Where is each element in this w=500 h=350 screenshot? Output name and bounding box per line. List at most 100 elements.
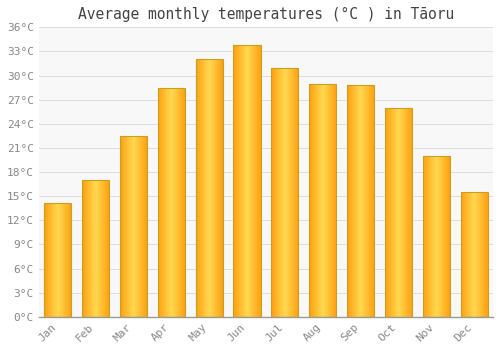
Bar: [439, 156, 440, 317]
Bar: [392, 108, 393, 317]
Bar: [85, 180, 86, 317]
Bar: [217, 60, 218, 317]
Bar: [173, 88, 174, 317]
Bar: [100, 180, 101, 317]
Bar: [66, 203, 67, 317]
Bar: [324, 84, 325, 317]
Bar: [426, 156, 427, 317]
Bar: [483, 192, 484, 317]
Bar: [328, 84, 330, 317]
Bar: [166, 88, 167, 317]
Bar: [198, 60, 199, 317]
Bar: [387, 108, 388, 317]
Bar: [469, 192, 470, 317]
Bar: [423, 156, 424, 317]
Bar: [58, 203, 59, 317]
Bar: [70, 203, 71, 317]
Bar: [474, 192, 475, 317]
Bar: [442, 156, 443, 317]
Bar: [236, 45, 237, 317]
Bar: [105, 180, 106, 317]
Bar: [327, 84, 328, 317]
Bar: [347, 85, 374, 317]
Bar: [477, 192, 478, 317]
Bar: [330, 84, 331, 317]
Bar: [121, 136, 122, 317]
Bar: [220, 60, 221, 317]
Bar: [60, 203, 61, 317]
Bar: [54, 203, 55, 317]
Bar: [165, 88, 166, 317]
Bar: [238, 45, 239, 317]
Bar: [386, 108, 387, 317]
Bar: [352, 85, 353, 317]
Bar: [57, 203, 58, 317]
Bar: [87, 180, 88, 317]
Bar: [409, 108, 410, 317]
Bar: [181, 88, 182, 317]
Bar: [49, 203, 50, 317]
Bar: [163, 88, 164, 317]
Bar: [101, 180, 102, 317]
Bar: [206, 60, 207, 317]
Bar: [393, 108, 394, 317]
Bar: [335, 84, 336, 317]
Bar: [285, 68, 286, 317]
Bar: [242, 45, 243, 317]
Bar: [486, 192, 487, 317]
Bar: [207, 60, 208, 317]
Bar: [130, 136, 132, 317]
Bar: [274, 68, 275, 317]
Bar: [83, 180, 84, 317]
Bar: [282, 68, 283, 317]
Bar: [196, 60, 223, 317]
Bar: [326, 84, 327, 317]
Bar: [172, 88, 173, 317]
Bar: [430, 156, 431, 317]
Bar: [59, 203, 60, 317]
Bar: [448, 156, 449, 317]
Bar: [67, 203, 68, 317]
Bar: [364, 85, 365, 317]
Bar: [257, 45, 258, 317]
Bar: [399, 108, 400, 317]
Bar: [62, 203, 63, 317]
Bar: [201, 60, 202, 317]
Bar: [135, 136, 136, 317]
Bar: [401, 108, 402, 317]
Bar: [314, 84, 315, 317]
Bar: [91, 180, 92, 317]
Bar: [164, 88, 165, 317]
Bar: [362, 85, 364, 317]
Bar: [271, 68, 298, 317]
Bar: [441, 156, 442, 317]
Bar: [219, 60, 220, 317]
Bar: [365, 85, 366, 317]
Bar: [435, 156, 436, 317]
Bar: [315, 84, 316, 317]
Bar: [390, 108, 391, 317]
Bar: [427, 156, 428, 317]
Bar: [271, 68, 272, 317]
Bar: [106, 180, 107, 317]
Bar: [368, 85, 370, 317]
Bar: [424, 156, 425, 317]
Bar: [428, 156, 429, 317]
Bar: [259, 45, 260, 317]
Bar: [366, 85, 367, 317]
Bar: [288, 68, 289, 317]
Bar: [82, 180, 109, 317]
Bar: [69, 203, 70, 317]
Bar: [170, 88, 171, 317]
Bar: [141, 136, 142, 317]
Bar: [108, 180, 109, 317]
Bar: [434, 156, 435, 317]
Bar: [254, 45, 255, 317]
Bar: [319, 84, 320, 317]
Bar: [371, 85, 372, 317]
Bar: [293, 68, 294, 317]
Bar: [241, 45, 242, 317]
Bar: [284, 68, 285, 317]
Bar: [460, 192, 488, 317]
Bar: [197, 60, 198, 317]
